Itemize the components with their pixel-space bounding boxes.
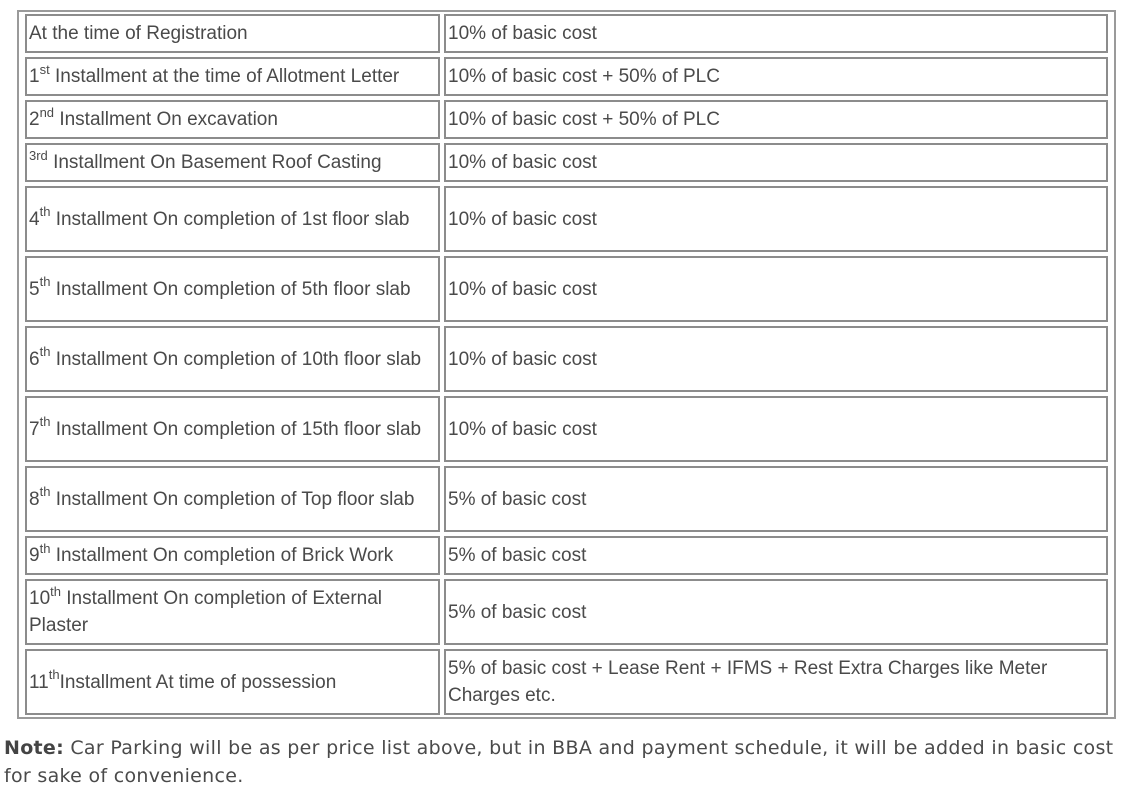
note-label: Note: [4,737,65,759]
table-row: At the time of Registration 10% of basic… [25,14,1108,53]
stage-text: Installment At time of possession [59,671,337,693]
ordinal: 2 [29,109,40,130]
stage-cell: 3rd Installment On Basement Roof Casting [25,143,440,182]
ordinal-suffix: th [39,414,51,430]
table-row: 5th Installment On completion of 5th flo… [25,256,1108,322]
ordinal: 10 [29,588,51,609]
ordinal: 11 [29,671,49,693]
table-row: 11thInstallment At time of possession 5%… [25,649,1108,715]
ordinal-suffix: th [39,344,51,360]
ordinal-suffix: st [39,61,50,77]
stage-text: Installment On completion of Top floor s… [50,488,415,510]
note-paragraph: Note: Car Parking will be as per price l… [4,734,1129,790]
table-row: 1st Installment at the time of Allotment… [25,57,1108,96]
ordinal-suffix: th [39,204,51,220]
ordinal-suffix: th [50,583,61,599]
table-row: 3rd Installment On Basement Roof Casting… [25,143,1108,182]
ordinal: 4 [29,208,40,230]
amount-cell: 10% of basic cost [444,326,1108,392]
stage-text: Installment On excavation [54,109,278,130]
ordinal-suffix: nd [39,104,55,120]
table-row: 6th Installment On completion of 10th fl… [25,326,1108,392]
ordinal: 6 [29,348,40,370]
stage-cell: 1st Installment at the time of Allotment… [25,57,440,96]
amount-cell: 5% of basic cost [444,579,1108,645]
stage-cell: 7th Installment On completion of 15th fl… [25,396,440,462]
ordinal-suffix: th [39,540,51,556]
stage-text: Installment On completion of 15th floor … [50,418,422,440]
ordinal-suffix: th [39,484,51,500]
stage-text: Installment On completion of External Pl… [29,588,383,636]
stage-text: Installment On completion of 1st floor s… [50,208,410,230]
stage-text: Installment On Basement Roof Casting [47,152,382,173]
stage-text: Installment On completion of 5th floor s… [50,278,411,300]
ordinal-suffix: th [39,274,51,290]
ordinal-suffix: 3rd [29,147,48,163]
amount-cell: 10% of basic cost [444,186,1108,252]
ordinal: 9 [29,545,40,566]
table-row: 8th Installment On completion of Top flo… [25,466,1108,532]
amount-cell: 10% of basic cost + 50% of PLC [444,57,1108,96]
stage-cell: 10th Installment On completion of Extern… [25,579,440,645]
table-row: 9th Installment On completion of Brick W… [25,536,1108,575]
ordinal: 5 [29,278,40,300]
stage-cell: 9th Installment On completion of Brick W… [25,536,440,575]
ordinal: 7 [29,418,40,440]
stage-text: Installment at the time of Allotment Let… [49,66,400,87]
amount-cell: 10% of basic cost + 50% of PLC [444,100,1108,139]
table-row: 2nd Installment On excavation 10% of bas… [25,100,1108,139]
stage-text: Installment On completion of 10th floor … [50,348,422,370]
amount-cell: 10% of basic cost [444,396,1108,462]
payment-schedule-table-frame: At the time of Registration 10% of basic… [17,10,1116,719]
payment-schedule-table: At the time of Registration 10% of basic… [21,10,1112,719]
ordinal-suffix: th [48,667,60,683]
table-row: 7th Installment On completion of 15th fl… [25,396,1108,462]
stage-cell: 2nd Installment On excavation [25,100,440,139]
stage-cell: 6th Installment On completion of 10th fl… [25,326,440,392]
note-text: Car Parking will be as per price list ab… [4,737,1114,787]
stage-text: At the time of Registration [29,23,248,44]
stage-cell: 4th Installment On completion of 1st flo… [25,186,440,252]
amount-cell: 5% of basic cost [444,536,1108,575]
stage-cell: At the time of Registration [25,14,440,53]
stage-cell: 11thInstallment At time of possession [25,649,440,715]
table-row: 10th Installment On completion of Extern… [25,579,1108,645]
amount-cell: 10% of basic cost [444,256,1108,322]
amount-cell: 5% of basic cost + Lease Rent + IFMS + R… [444,649,1108,715]
ordinal: 1 [29,66,40,87]
amount-cell: 10% of basic cost [444,143,1108,182]
stage-text: Installment On completion of Brick Work [50,545,394,566]
table-row: 4th Installment On completion of 1st flo… [25,186,1108,252]
stage-cell: 8th Installment On completion of Top flo… [25,466,440,532]
amount-cell: 10% of basic cost [444,14,1108,53]
stage-cell: 5th Installment On completion of 5th flo… [25,256,440,322]
amount-cell: 5% of basic cost [444,466,1108,532]
ordinal: 8 [29,488,40,510]
